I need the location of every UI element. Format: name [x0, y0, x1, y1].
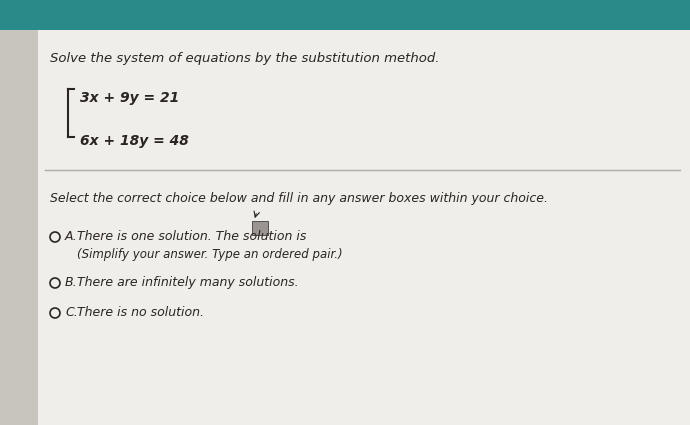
Text: A.: A.: [65, 230, 78, 243]
Text: C.: C.: [65, 306, 78, 319]
Text: There is no solution.: There is no solution.: [77, 306, 204, 319]
Text: Solve the system of equations by the substitution method.: Solve the system of equations by the sub…: [50, 52, 440, 65]
Bar: [252, 221, 268, 235]
Bar: [0, 0, 690, 30]
Text: 3x + 9y = 21: 3x + 9y = 21: [80, 91, 179, 105]
Bar: [0, 30, 38, 425]
Text: 6x + 18y = 48: 6x + 18y = 48: [80, 134, 189, 148]
Text: Select the correct choice below and fill in any answer boxes within your choice.: Select the correct choice below and fill…: [50, 192, 548, 205]
Text: (Simplify your answer. Type an ordered pair.): (Simplify your answer. Type an ordered p…: [77, 248, 343, 261]
Text: There are infinitely many solutions.: There are infinitely many solutions.: [77, 276, 299, 289]
Text: There is one solution. The solution is: There is one solution. The solution is: [77, 230, 306, 243]
Text: B.: B.: [65, 276, 77, 289]
